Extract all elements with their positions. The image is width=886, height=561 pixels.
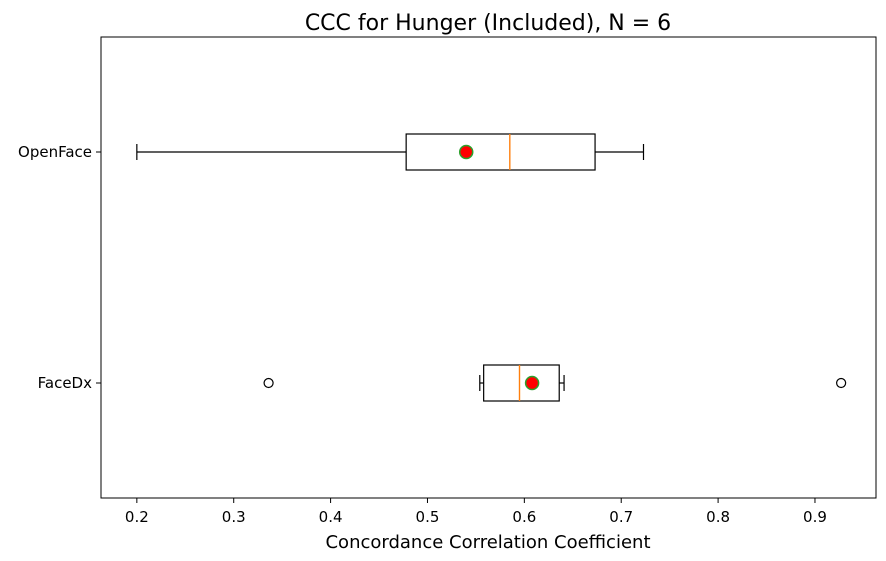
x-tick-label: 0.7 (609, 508, 633, 526)
x-axis-label: Concordance Correlation Coefficient (325, 532, 650, 553)
outlier-point (263, 377, 274, 389)
x-tick-label: 0.4 (319, 508, 343, 526)
x-tick-label: 0.3 (222, 508, 246, 526)
x-tick-label: 0.8 (706, 508, 730, 526)
box-facedx (263, 364, 847, 402)
plot-area (100, 36, 877, 499)
y-tick-label: FaceDx (38, 374, 92, 392)
x-tick-label: 0.9 (803, 508, 827, 526)
x-tick-label: 0.6 (512, 508, 536, 526)
iqr-box (483, 364, 560, 402)
mean-marker (524, 375, 540, 391)
x-tick-label: 0.2 (125, 508, 149, 526)
x-axis-ticks: 0.2 0.3 0.4 0.5 0.6 0.7 0.8 0.9 (125, 498, 827, 526)
box-openface (136, 133, 645, 171)
y-tick-label: OpenFace (18, 143, 92, 161)
iqr-box (405, 133, 596, 171)
chart-title: CCC for Hunger (Included), N = 6 (305, 11, 671, 36)
x-tick-label: 0.5 (416, 508, 440, 526)
outlier-point (836, 377, 847, 389)
mean-marker (458, 144, 474, 160)
box-series (136, 133, 847, 402)
y-axis-ticks: OpenFace FaceDx (18, 143, 101, 392)
